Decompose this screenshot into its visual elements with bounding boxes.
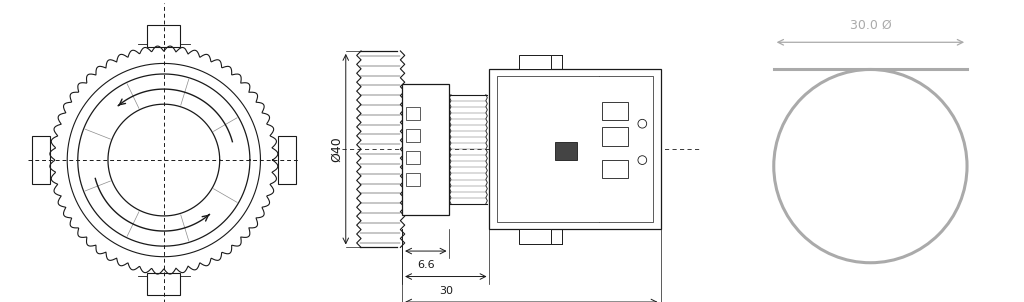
Bar [406,173,421,185]
Bar [602,102,628,120]
Bar [406,107,421,120]
Bar [518,55,551,69]
Circle shape [638,156,647,165]
Text: Ø40: Ø40 [330,136,343,162]
Text: 30.0 Ø: 30.0 Ø [850,19,891,32]
FancyBboxPatch shape [32,136,50,184]
FancyBboxPatch shape [278,136,296,184]
Text: 30: 30 [439,286,453,296]
Text: 6.6: 6.6 [417,260,434,270]
Bar [518,229,551,244]
Bar [406,151,421,164]
Bar [497,76,653,222]
Bar [602,160,628,178]
Bar [489,69,660,229]
Bar [402,84,450,215]
FancyBboxPatch shape [147,25,180,47]
Circle shape [774,69,967,263]
Bar [406,129,421,142]
Bar [602,127,628,146]
Circle shape [638,119,647,128]
FancyBboxPatch shape [147,273,180,295]
Bar [555,142,577,160]
